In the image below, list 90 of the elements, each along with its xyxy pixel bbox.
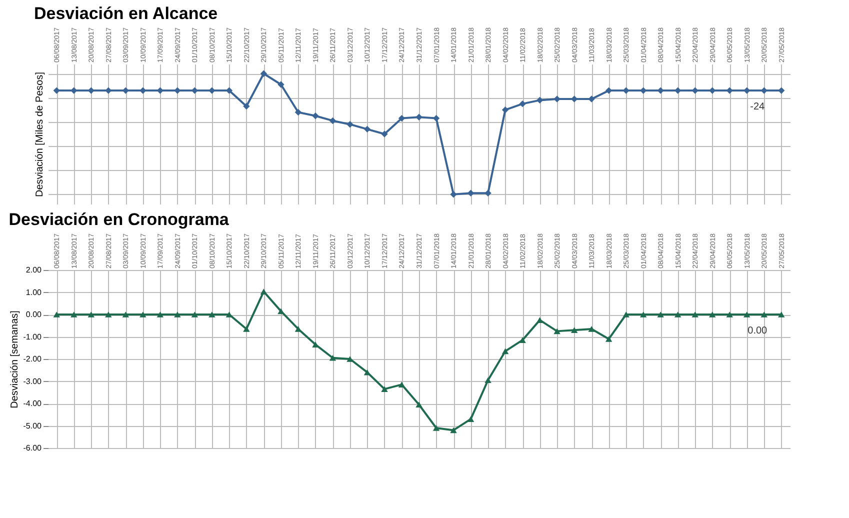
point bbox=[622, 312, 630, 318]
annotation: -24 bbox=[750, 102, 766, 113]
point bbox=[416, 402, 422, 408]
point bbox=[70, 312, 78, 318]
point bbox=[519, 100, 526, 108]
point bbox=[260, 70, 268, 78]
point bbox=[312, 112, 319, 120]
point bbox=[484, 377, 492, 384]
point bbox=[640, 312, 647, 318]
point bbox=[140, 312, 146, 318]
point bbox=[536, 96, 544, 104]
point bbox=[605, 87, 612, 94]
point bbox=[122, 312, 130, 318]
point bbox=[588, 326, 595, 332]
point bbox=[364, 126, 371, 133]
point bbox=[278, 81, 284, 88]
point bbox=[260, 288, 268, 294]
y-tick-label: -1.00 bbox=[23, 332, 42, 342]
point bbox=[278, 308, 284, 314]
point bbox=[588, 96, 595, 102]
point bbox=[243, 326, 250, 332]
point bbox=[467, 190, 474, 196]
y-tick-label: -4.00 bbox=[23, 399, 42, 408]
y-axis-title: Desviación [Miles de Pesos] bbox=[34, 72, 46, 198]
point bbox=[174, 312, 181, 318]
y-tick-label: -2.00 bbox=[23, 354, 42, 364]
point bbox=[156, 312, 164, 318]
point bbox=[536, 317, 544, 323]
point bbox=[294, 108, 302, 116]
point bbox=[416, 114, 422, 120]
point bbox=[760, 312, 768, 318]
y-tick-label: 0.00 bbox=[26, 310, 42, 319]
y-tick-label: 2.00 bbox=[26, 266, 42, 274]
y-tick-label: -6.00 bbox=[23, 444, 42, 452]
point bbox=[243, 102, 250, 110]
point bbox=[778, 87, 785, 94]
point bbox=[208, 312, 216, 318]
y-tick-label: -5.00 bbox=[23, 421, 42, 430]
point bbox=[692, 312, 698, 318]
point bbox=[70, 87, 78, 94]
y-axis-title: Desviación [semanas] bbox=[9, 310, 20, 408]
chart-title: Desviación en Cronograma bbox=[8, 210, 230, 229]
point bbox=[432, 425, 440, 431]
point bbox=[105, 87, 112, 94]
point bbox=[467, 416, 474, 422]
point bbox=[174, 87, 181, 94]
point bbox=[191, 312, 198, 318]
point bbox=[692, 87, 698, 94]
point bbox=[381, 386, 388, 392]
point bbox=[778, 312, 785, 318]
point bbox=[398, 114, 406, 122]
point bbox=[88, 87, 94, 94]
point bbox=[450, 190, 457, 198]
chart-title: Desviación en Alcance bbox=[34, 4, 218, 23]
point bbox=[53, 87, 60, 94]
y-tick-label: 1.00 bbox=[26, 288, 42, 297]
point bbox=[708, 312, 716, 318]
point bbox=[329, 354, 336, 361]
point bbox=[760, 87, 768, 94]
y-tick-label: -3.00 bbox=[23, 376, 42, 386]
point bbox=[346, 356, 354, 362]
point bbox=[519, 337, 526, 343]
point bbox=[502, 348, 509, 354]
data-label: 0.00 bbox=[748, 326, 768, 336]
point bbox=[450, 427, 457, 434]
point bbox=[381, 130, 388, 138]
point bbox=[502, 106, 509, 114]
point bbox=[726, 312, 733, 318]
point bbox=[105, 312, 112, 318]
point bbox=[657, 87, 664, 94]
point bbox=[744, 87, 750, 94]
point bbox=[726, 87, 733, 94]
point bbox=[346, 120, 354, 128]
point bbox=[329, 117, 336, 124]
point bbox=[744, 312, 750, 318]
point bbox=[398, 382, 406, 388]
point bbox=[53, 312, 60, 318]
point bbox=[208, 87, 216, 94]
point bbox=[432, 114, 440, 122]
point bbox=[622, 87, 630, 94]
point bbox=[484, 190, 492, 196]
point bbox=[140, 87, 146, 94]
point bbox=[554, 96, 560, 102]
point bbox=[674, 312, 682, 318]
point bbox=[570, 327, 578, 333]
point bbox=[657, 312, 664, 318]
point bbox=[88, 312, 94, 318]
point bbox=[605, 336, 612, 342]
point bbox=[226, 87, 233, 94]
point bbox=[554, 328, 560, 334]
